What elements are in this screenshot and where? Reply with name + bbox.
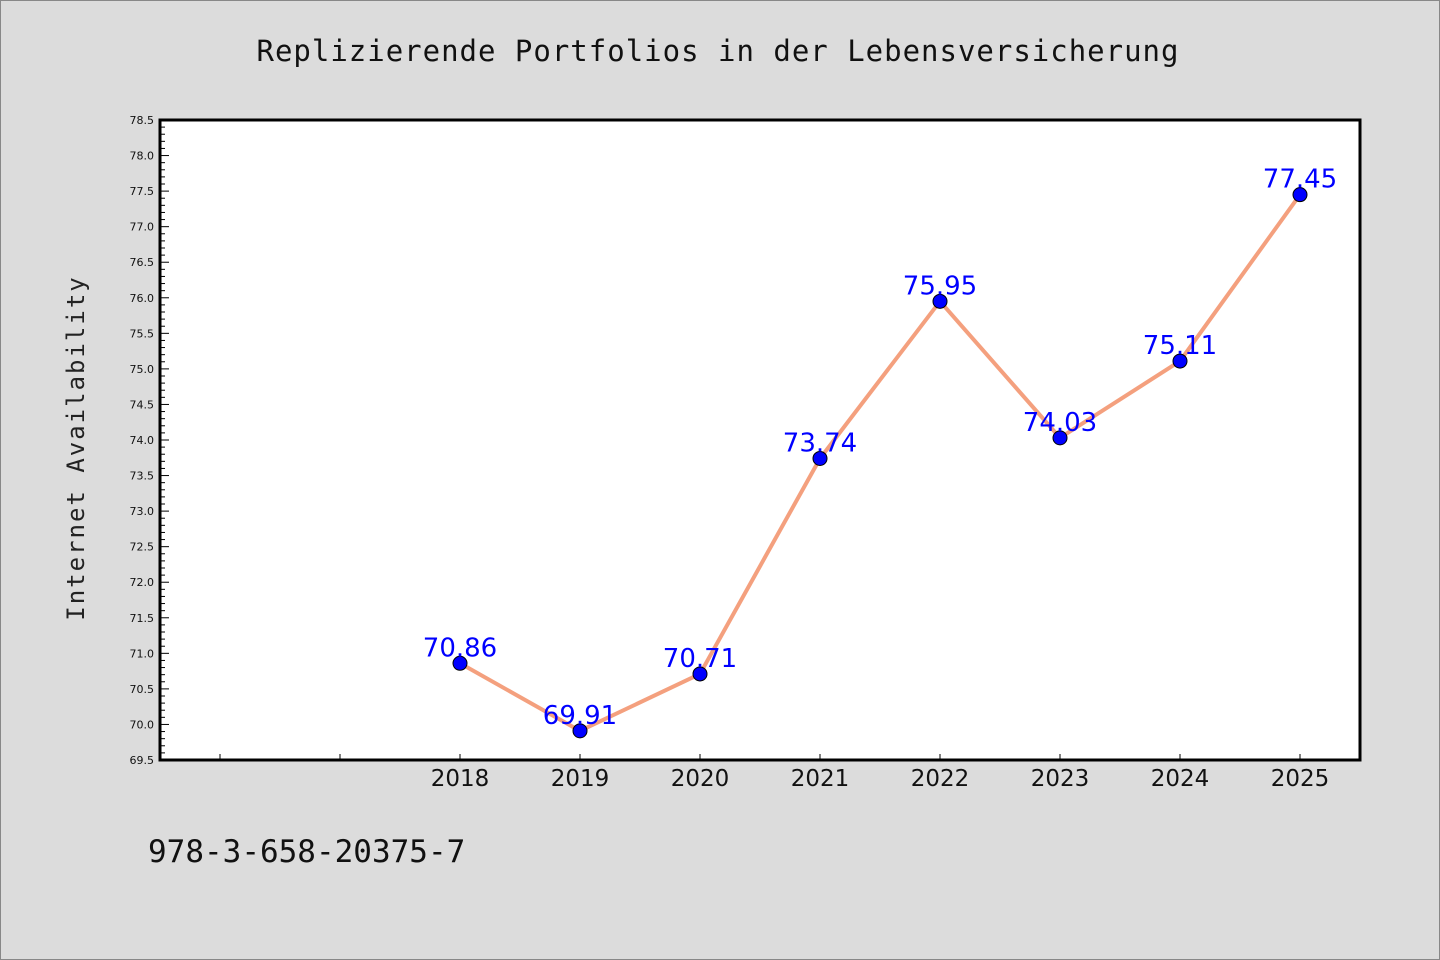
data-point xyxy=(812,450,828,466)
data-label: 75.11 xyxy=(1143,331,1217,361)
y-tick-label: 78.5 xyxy=(130,114,155,127)
series-line xyxy=(459,193,1302,733)
data-point xyxy=(932,293,948,309)
data-label: 73.74 xyxy=(783,428,857,458)
data-point xyxy=(1172,353,1188,369)
x-tick-label: 2025 xyxy=(1271,766,1330,792)
data-point xyxy=(692,666,708,682)
data-label: 70.86 xyxy=(423,633,497,663)
y-tick-label: 72.5 xyxy=(130,541,155,554)
data-point xyxy=(572,723,588,739)
y-tick-label: 76.5 xyxy=(130,256,155,269)
data-point xyxy=(1292,187,1308,203)
data-labels: 70.86 69.91 70.71 73.74 75.95 74.03 75.11 77.45 xyxy=(423,165,1337,731)
chart-title: Replizierende Portfolios in der Lebensve… xyxy=(256,34,1180,68)
y-tick-label: 74.0 xyxy=(130,434,155,447)
data-label: 77.45 xyxy=(1263,165,1337,195)
x-axis-ticks: 2018 2019 2020 2021 2022 2023 2024 2025 xyxy=(219,754,1330,792)
y-tick-label: 73.5 xyxy=(130,470,155,483)
y-tick-label: 75.5 xyxy=(130,327,155,340)
plot-area xyxy=(158,118,1362,762)
data-label: 69.91 xyxy=(543,701,617,731)
footer-isbn: 978-3-658-20375-7 xyxy=(148,834,466,870)
data-point xyxy=(452,655,468,671)
data-point xyxy=(1052,430,1068,446)
y-tick-label: 70.5 xyxy=(130,683,155,696)
y-tick-label: 74.5 xyxy=(130,398,155,411)
y-tick-label: 77.5 xyxy=(130,185,155,198)
data-label: 74.03 xyxy=(1023,408,1097,438)
data-label: 70.71 xyxy=(663,644,737,674)
x-tick-label: 2019 xyxy=(551,766,610,792)
x-tick-label: 2024 xyxy=(1151,766,1210,792)
x-tick-label: 2020 xyxy=(671,766,730,792)
series-group xyxy=(452,187,1308,739)
y-tick-label: 72.0 xyxy=(130,576,155,589)
x-tick-label: 2021 xyxy=(791,766,850,792)
y-tick-label: 70.0 xyxy=(130,718,155,731)
x-tick-label: 2022 xyxy=(911,766,970,792)
y-axis-ticks: 69.5 70.0 70.5 71.0 71.5 72.0 72.5 73.0 73.5 74.0… xyxy=(130,114,169,767)
y-tick-label: 71.5 xyxy=(130,612,155,625)
y-tick-label: 73.0 xyxy=(130,505,155,518)
y-tick-label: 75.0 xyxy=(130,363,155,376)
data-label: 75.95 xyxy=(903,271,977,301)
y-tick-label: 76.0 xyxy=(130,292,155,305)
y-tick-label: 77.0 xyxy=(130,221,155,234)
x-tick-label: 2023 xyxy=(1031,766,1090,792)
y-tick-label: 71.0 xyxy=(130,647,155,660)
y-tick-label: 78.0 xyxy=(130,150,155,163)
x-tick-label: 2018 xyxy=(431,766,490,792)
y-tick-label: 69.5 xyxy=(130,754,155,767)
